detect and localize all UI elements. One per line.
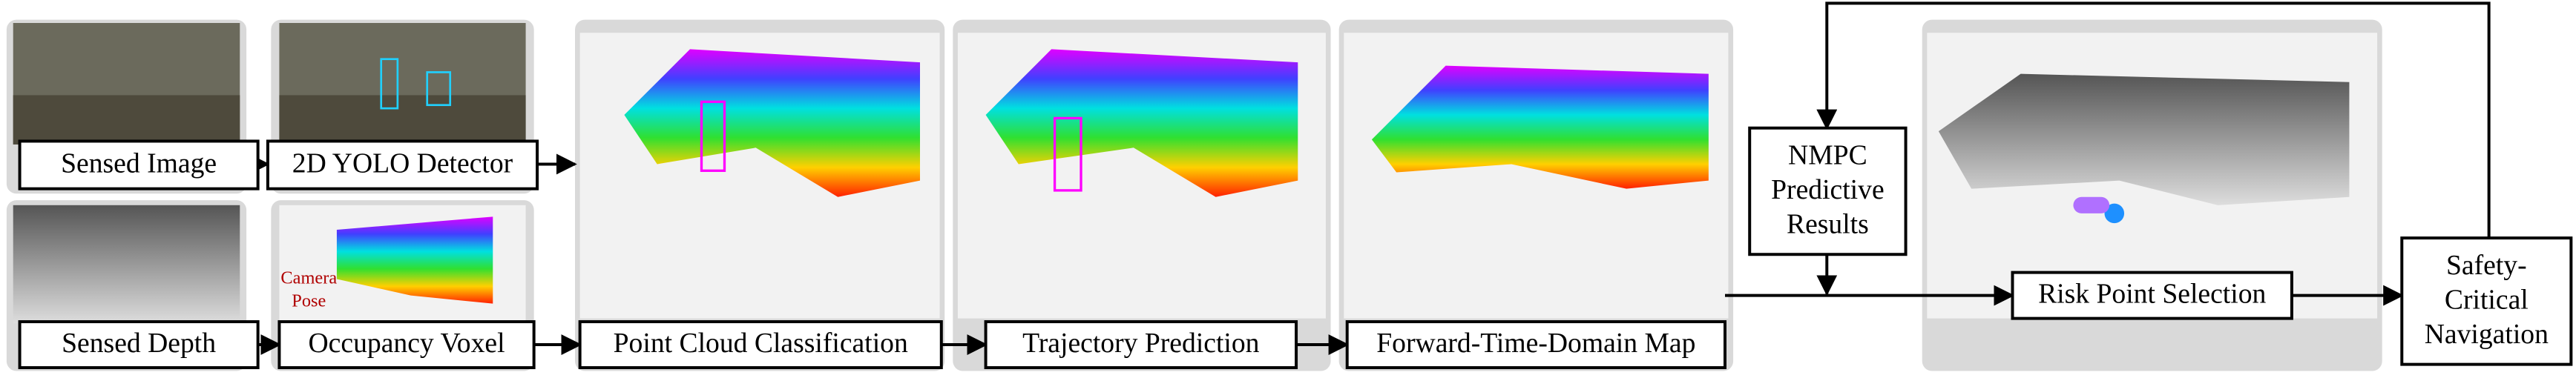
node-label: Risk Point Selection: [2038, 278, 2266, 309]
node-label-line: Navigation: [2425, 319, 2549, 350]
node-box: [2400, 236, 2573, 366]
node-label: Forward-Time-Domain Map: [1376, 328, 1695, 359]
person-box: [1053, 116, 1082, 192]
risk-point: [2104, 203, 2125, 224]
floor: [279, 95, 526, 145]
node-box: [18, 139, 260, 190]
node-label: Trajectory Prediction: [1022, 328, 1260, 359]
node-label-line: Safety-: [2446, 250, 2527, 281]
node-label-line: NMPC: [1788, 139, 1867, 170]
node-label: 2D YOLO Detector: [292, 147, 513, 179]
node-label-line: Results: [1787, 208, 1869, 239]
feedback-arrow: [1816, 1, 2491, 239]
node-box: [1345, 320, 1726, 370]
node-box: [266, 139, 539, 190]
gray-cloud: [1938, 73, 2350, 205]
bbox: [426, 71, 452, 107]
point-cloud: [985, 49, 1298, 197]
node-box: [1748, 126, 1908, 256]
bbox: [380, 58, 399, 110]
point-cloud: [1371, 65, 1709, 189]
node-label-line: Critical: [2445, 284, 2529, 315]
node-box: [578, 320, 943, 370]
depth-image: [13, 205, 240, 324]
node-label: Sensed Image: [61, 147, 217, 179]
node-label-line: Predictive: [1771, 174, 1885, 205]
node-box: [2011, 271, 2293, 320]
node-label: Safety-Critical Navigation: [2425, 250, 2549, 350]
node-label: Occupancy Voxel: [309, 328, 505, 359]
node-box: [277, 320, 536, 370]
node-box: [18, 320, 260, 370]
node-label: Sensed Depth: [62, 328, 216, 359]
annotation-line: Pose: [292, 291, 326, 311]
node-label: Point Cloud Classification: [614, 328, 908, 359]
point-cloud: [624, 49, 920, 197]
trajectory: [2073, 196, 2110, 213]
node-box: [984, 320, 1298, 370]
annotation-line: Camera: [280, 268, 337, 288]
floor: [13, 95, 240, 145]
annotation: Camera Pose: [280, 268, 337, 311]
person-box: [700, 100, 726, 172]
node-label: NMPC Predictive Results: [1771, 139, 1885, 239]
voxel-cloud: [336, 216, 493, 304]
